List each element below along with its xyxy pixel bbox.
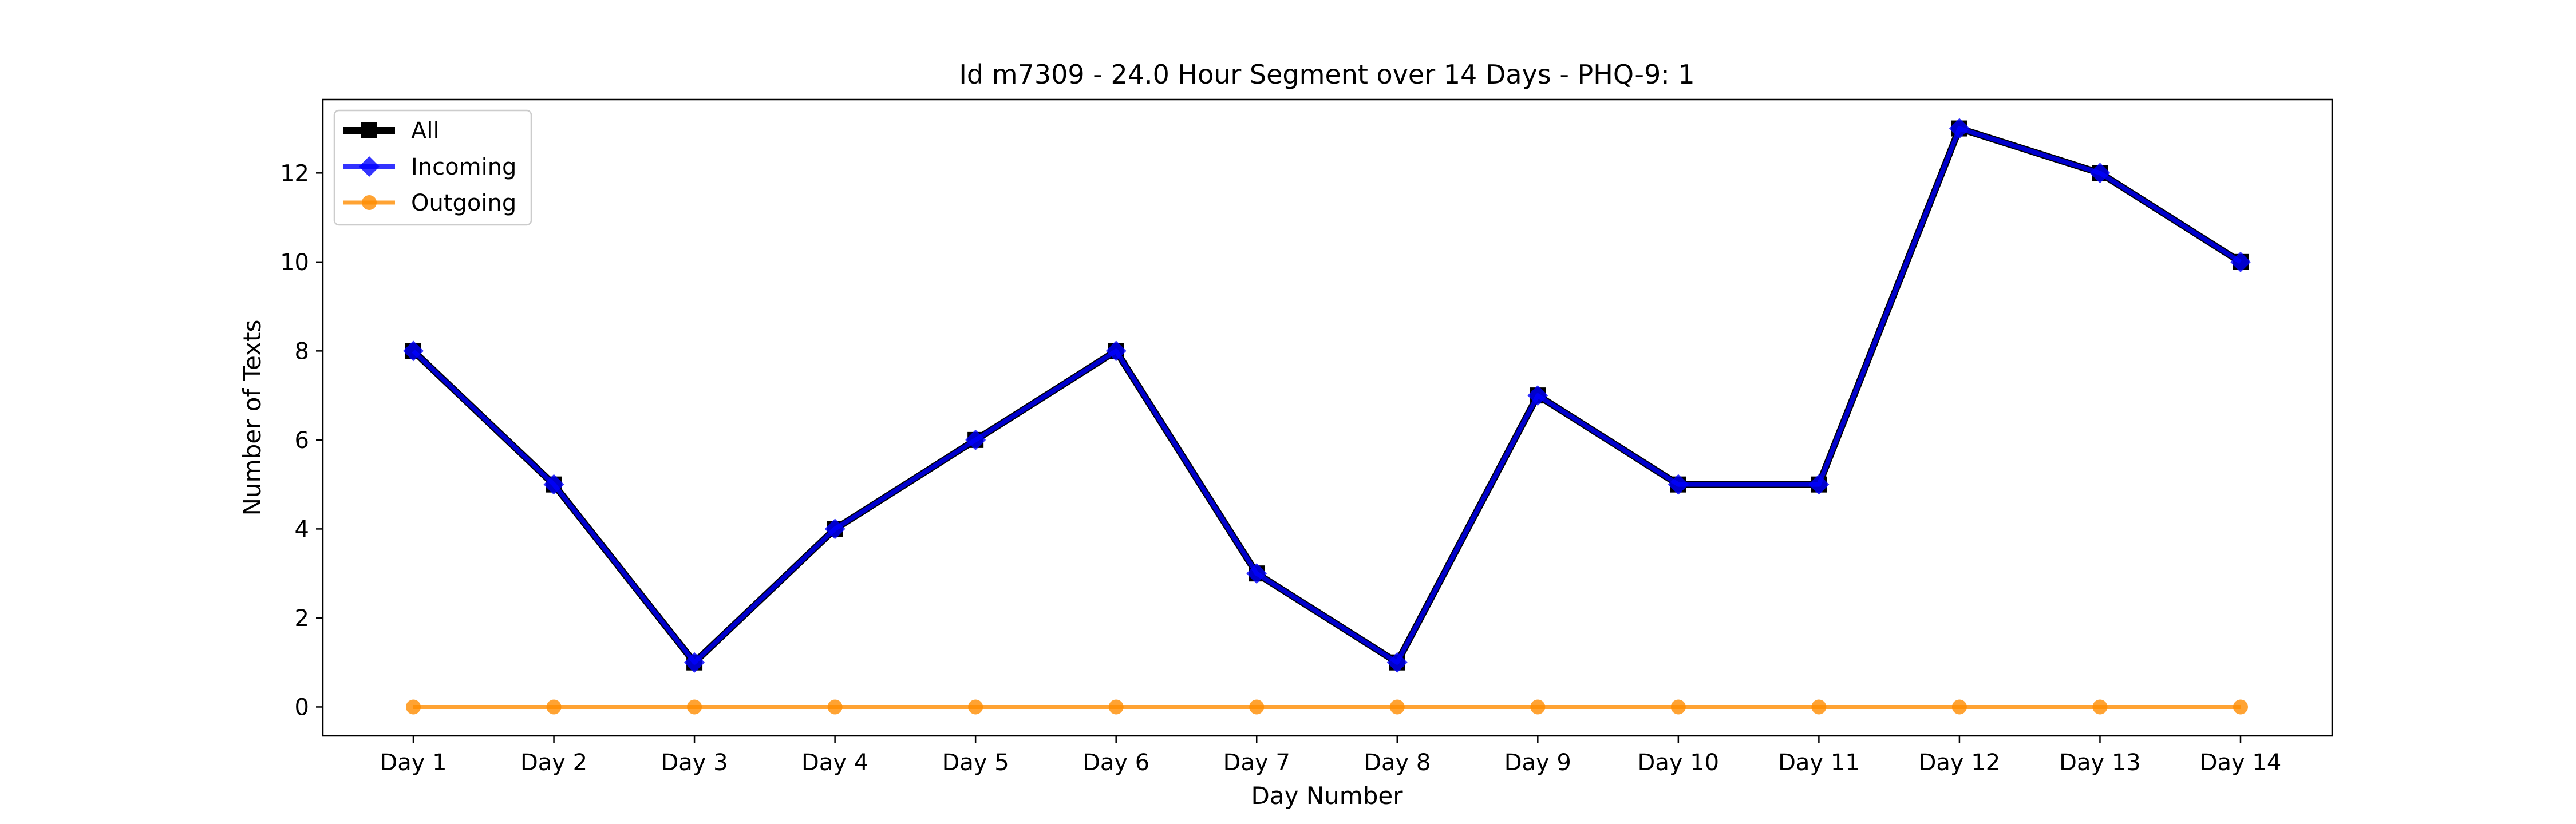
series-outgoing-point bbox=[827, 699, 843, 715]
legend-marker-incoming bbox=[359, 156, 380, 177]
series-incoming-point bbox=[1527, 385, 1548, 406]
series-incoming-line bbox=[412, 126, 2242, 665]
x-tick-label: Day 3 bbox=[661, 750, 728, 776]
series-incoming-point bbox=[965, 429, 986, 450]
series-outgoing-point bbox=[1951, 699, 1967, 715]
x-tick-label: Day 10 bbox=[1638, 750, 1720, 776]
series-outgoing-point bbox=[1108, 699, 1124, 715]
y-axis: 0 2 4 6 8 10 12 bbox=[280, 160, 323, 720]
legend-label-incoming: Incoming bbox=[411, 154, 516, 180]
series-incoming-point bbox=[1105, 340, 1127, 362]
y-tick-label: 0 bbox=[295, 694, 309, 720]
series-incoming-point bbox=[1808, 474, 1830, 495]
series-outgoing-point bbox=[406, 699, 421, 715]
x-tick-label: Day 2 bbox=[520, 750, 587, 776]
legend-marker-outgoing bbox=[362, 195, 377, 210]
series-incoming-point bbox=[2230, 251, 2251, 272]
x-tick-label: Day 8 bbox=[1364, 750, 1431, 776]
y-tick-label: 8 bbox=[295, 338, 309, 365]
legend: All Incoming Outgoing bbox=[333, 109, 532, 226]
x-tick-label: Day 5 bbox=[942, 750, 1009, 776]
y-axis-label: Number of Texts bbox=[238, 320, 266, 516]
legend-label-all: All bbox=[411, 118, 440, 144]
axes-frame bbox=[322, 98, 2333, 737]
y-tick-label: 12 bbox=[280, 160, 309, 187]
x-tick-label: Day 6 bbox=[1082, 750, 1149, 776]
x-tick-label: Day 11 bbox=[1778, 750, 1860, 776]
legend-box bbox=[333, 109, 532, 226]
x-axis-label: Day Number bbox=[1251, 782, 1403, 810]
x-tick-label: Day 1 bbox=[380, 750, 447, 776]
x-axis: Day 1 Day 2 Day 3 Day 4 Day 5 Day 6 Day 7 Day 8… bbox=[380, 736, 2281, 776]
series-outgoing-point bbox=[1530, 699, 1546, 715]
y-tick-label: 10 bbox=[280, 249, 309, 276]
series-incoming-point bbox=[2089, 163, 2111, 184]
chart-title: Id m7309 - 24.0 Hour Segment over 14 Day… bbox=[959, 59, 1694, 90]
series-outgoing-point bbox=[1670, 699, 1686, 715]
series-incoming-point bbox=[543, 474, 564, 495]
x-tick-label: Day 4 bbox=[801, 750, 868, 776]
series-outgoing-point bbox=[2092, 699, 2108, 715]
legend-label-outgoing: Outgoing bbox=[411, 190, 516, 216]
y-tick-label: 4 bbox=[295, 516, 309, 542]
series-incoming-point bbox=[1949, 118, 1970, 139]
x-tick-label: Day 12 bbox=[1919, 750, 2001, 776]
x-tick-label: Day 9 bbox=[1504, 750, 1571, 776]
series-incoming-point bbox=[403, 340, 424, 362]
series-outgoing-point bbox=[1811, 699, 1827, 715]
series-outgoing-point bbox=[546, 699, 562, 715]
y-tick-label: 6 bbox=[295, 427, 309, 454]
plot-area bbox=[403, 118, 2251, 715]
x-tick-label: Day 14 bbox=[2200, 750, 2282, 776]
series-incoming-point bbox=[1386, 652, 1408, 673]
y-tick-label: 2 bbox=[295, 605, 309, 632]
series-outgoing-point bbox=[1249, 699, 1265, 715]
series-incoming-point bbox=[1668, 474, 1689, 495]
legend-marker-all bbox=[361, 122, 377, 138]
series-outgoing-point bbox=[968, 699, 983, 715]
series-outgoing-point bbox=[2233, 699, 2248, 715]
x-tick-label: Day 7 bbox=[1223, 750, 1290, 776]
series-outgoing-point bbox=[687, 699, 702, 715]
series-outgoing-point bbox=[1389, 699, 1405, 715]
series-incoming-point bbox=[824, 518, 846, 540]
series-incoming-point bbox=[684, 652, 705, 673]
x-tick-label: Day 13 bbox=[2059, 750, 2141, 776]
series-incoming-point bbox=[1246, 563, 1267, 584]
